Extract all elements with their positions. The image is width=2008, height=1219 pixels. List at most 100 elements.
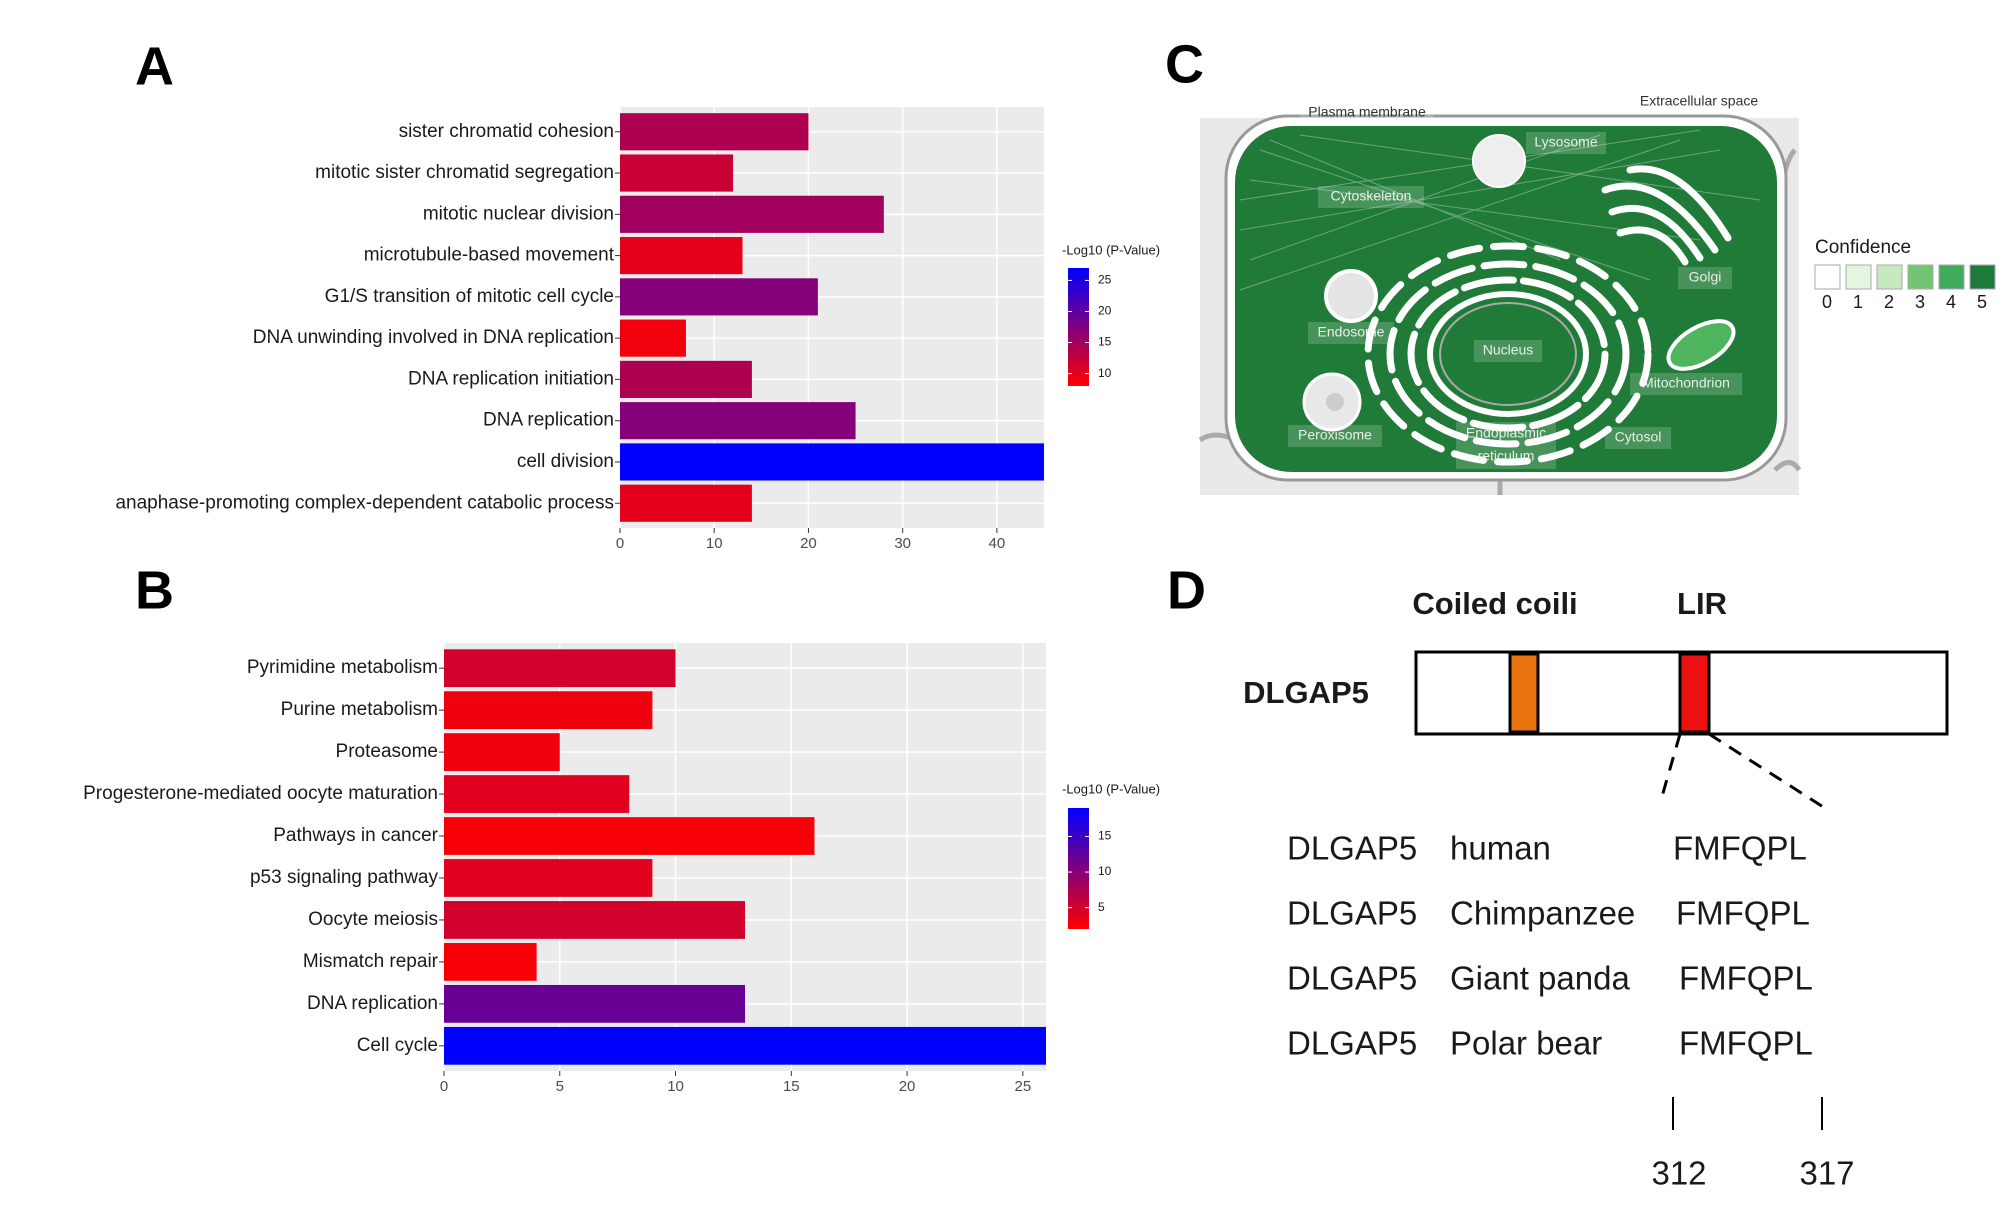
x-tick-label: 30 <box>894 535 911 552</box>
alignment-cell: Polar bear <box>1450 1025 1602 1062</box>
x-tick-label: 15 <box>783 1078 800 1095</box>
y-tick-label: Purine metabolism <box>281 699 438 720</box>
x-tick-label: 20 <box>800 535 817 552</box>
zoom-line <box>1659 733 1682 801</box>
nucleus <box>1427 291 1589 417</box>
colorbar <box>1068 268 1089 386</box>
label-box <box>1300 104 1434 122</box>
label-box <box>1630 373 1742 395</box>
alignment-cell: Chimpanzee <box>1450 895 1635 932</box>
label-box <box>1474 340 1542 362</box>
y-tick-label: microtubule-based movement <box>364 245 615 266</box>
bar <box>620 443 1044 481</box>
alignment-cell: DLGAP5 <box>1287 830 1417 867</box>
label-box <box>1678 267 1732 289</box>
label-box <box>1318 186 1424 208</box>
organelle-label: Cytosol <box>1615 429 1662 445</box>
alignment-cell: FMFQPL <box>1679 1025 1813 1062</box>
y-tick-label: Mismatch repair <box>303 951 439 972</box>
y-tick-label: Pathways in cancer <box>273 825 438 846</box>
x-tick-label: 0 <box>616 535 624 552</box>
x-tick-label: 25 <box>1015 1078 1032 1095</box>
legend-label: 0 <box>1822 292 1832 312</box>
legend-label: 4 <box>1946 292 1956 312</box>
y-tick-label: DNA replication <box>307 993 438 1014</box>
y-tick-label: Progesterone-mediated oocyte maturation <box>83 783 438 804</box>
organelle-label: Nucleus <box>1483 342 1534 358</box>
bar <box>444 817 815 855</box>
legend-label: 3 <box>1915 292 1925 312</box>
endosome <box>1324 269 1378 323</box>
organelle-label: Mitochondrion <box>1642 375 1730 391</box>
colorbar-tick-label: 10 <box>1098 366 1112 380</box>
legend-label: 5 <box>1977 292 1987 312</box>
y-tick-label: cell division <box>517 451 614 472</box>
legend-title: Confidence <box>1815 237 1911 258</box>
organelle-label: Plasma membrane <box>1308 104 1426 120</box>
panel-label: D <box>1167 560 1206 620</box>
golgi <box>1601 165 1732 266</box>
y-tick-label: sister chromatid cohesion <box>399 121 614 142</box>
legend-swatch <box>1876 264 1903 290</box>
bar <box>444 691 653 730</box>
nuclear-envelope <box>1439 302 1577 406</box>
bar <box>444 984 745 1023</box>
neighbour-membrane <box>1198 148 1802 495</box>
bar <box>620 402 856 440</box>
legend-swatch <box>1969 264 1996 290</box>
y-tick-label: Oocyte meiosis <box>308 909 438 930</box>
panel-label: C <box>1165 34 1204 94</box>
alignment-cell: FMFQPL <box>1679 960 1813 997</box>
bar <box>444 943 537 981</box>
colorbar-tick-label: 20 <box>1098 304 1112 318</box>
y-tick-label: DNA unwinding involved in DNA replicatio… <box>253 327 614 348</box>
y-tick-label: Cell cycle <box>357 1035 438 1056</box>
organelle-label: reticulum <box>1478 448 1535 464</box>
organelle-label: Peroxisome <box>1298 427 1372 443</box>
organelle-label: Cytoskeleton <box>1331 188 1412 204</box>
bar <box>620 319 686 357</box>
alignment-cell: FMFQPL <box>1676 895 1810 932</box>
coiled-coil-domain <box>1508 652 1540 734</box>
alignment-cell: human <box>1450 830 1551 867</box>
y-tick-label: mitotic sister chromatid segregation <box>315 162 614 183</box>
legend-swatch <box>1907 264 1934 290</box>
lir-domain <box>1678 652 1711 734</box>
x-tick-label: 0 <box>440 1078 448 1095</box>
position-label: 317 <box>1799 1155 1854 1192</box>
y-tick-label: DNA replication initiation <box>408 368 614 389</box>
colorbar-tick-label: 15 <box>1098 335 1112 349</box>
colorbar-tick-label: 25 <box>1098 273 1112 287</box>
lysosome <box>1472 134 1526 188</box>
legend-label: 2 <box>1884 292 1894 312</box>
colorbar <box>1068 808 1089 929</box>
peroxisome-core <box>1326 393 1344 411</box>
bar <box>444 775 630 813</box>
label-box <box>1456 422 1556 469</box>
bar <box>444 859 653 897</box>
mitochondrion <box>1666 319 1736 371</box>
zoom-line <box>1708 732 1829 812</box>
x-tick-label: 5 <box>556 1078 564 1095</box>
bar <box>620 113 809 151</box>
alignment-cell: DLGAP5 <box>1287 1025 1417 1062</box>
endoplasmic-reticulum <box>1364 242 1652 466</box>
legend-label: 1 <box>1853 292 1863 312</box>
x-tick-label: 40 <box>989 535 1006 552</box>
y-tick-label: p53 signaling pathway <box>250 867 439 888</box>
colorbar-tick-label: 15 <box>1098 829 1112 843</box>
x-tick-label: 20 <box>899 1078 916 1095</box>
protein-name: DLGAP5 <box>1243 675 1369 710</box>
bar <box>444 649 676 688</box>
bar <box>444 901 745 939</box>
domain-label: Coiled coili <box>1412 586 1577 621</box>
y-tick-label: G1/S transition of mitotic cell cycle <box>325 286 614 307</box>
legend-swatch <box>1814 264 1841 290</box>
y-tick-label: anaphase-promoting complex-dependent cat… <box>115 492 614 513</box>
position-label: 312 <box>1651 1155 1706 1192</box>
label-box <box>1605 427 1671 449</box>
bar <box>620 278 818 316</box>
organelle-label: Lysosome <box>1534 134 1598 150</box>
domain-diagram: Coiled coili LIR DLGAP5 312 317 DLGAP5 hu… <box>1243 586 1949 1192</box>
